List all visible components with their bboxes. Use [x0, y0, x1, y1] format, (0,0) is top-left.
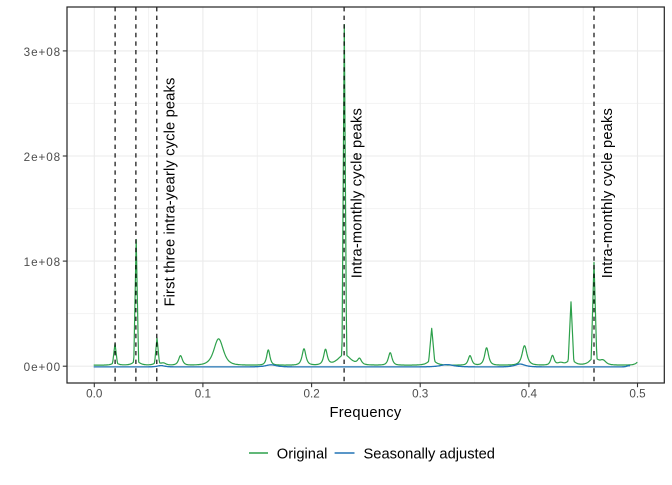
- svg-text:Frequency: Frequency: [329, 405, 401, 421]
- svg-text:0.0: 0.0: [86, 388, 103, 401]
- svg-text:0.3: 0.3: [412, 388, 428, 401]
- svg-text:0.5: 0.5: [629, 388, 646, 401]
- svg-text:0e+00: 0e+00: [24, 361, 61, 374]
- svg-text:Original: Original: [277, 447, 328, 463]
- svg-text:Intra-monthly cycle peaks: Intra-monthly cycle peaks: [600, 108, 616, 278]
- svg-text:2e+08: 2e+08: [24, 151, 61, 164]
- svg-text:Intra-monthly cycle peaks: Intra-monthly cycle peaks: [349, 108, 365, 278]
- svg-text:0.4: 0.4: [521, 388, 538, 401]
- svg-text:0.1: 0.1: [195, 388, 211, 401]
- svg-text:Seasonally adjusted: Seasonally adjusted: [364, 447, 495, 463]
- svg-text:First three intra-yearly cycle: First three intra-yearly cycle peaks: [163, 77, 179, 306]
- svg-text:1e+08: 1e+08: [24, 256, 61, 269]
- svg-text:3e+08: 3e+08: [24, 46, 61, 59]
- svg-text:0.2: 0.2: [303, 388, 319, 401]
